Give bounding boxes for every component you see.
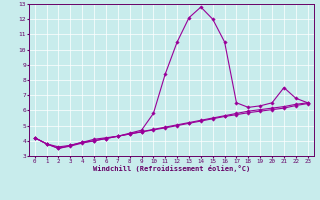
X-axis label: Windchill (Refroidissement éolien,°C): Windchill (Refroidissement éolien,°C) bbox=[92, 165, 250, 172]
